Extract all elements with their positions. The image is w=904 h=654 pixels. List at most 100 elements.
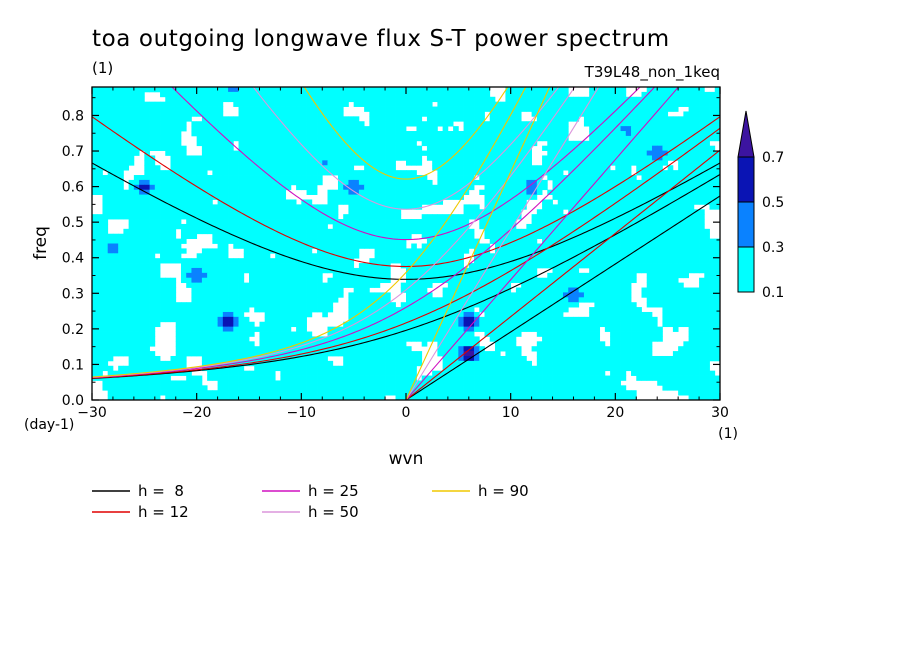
contour-cell: [489, 272, 496, 279]
contour-cell: [233, 282, 239, 288]
contour-cell: [301, 302, 307, 308]
contour-cell: [301, 160, 307, 166]
contour-cell: [479, 219, 485, 225]
contour-cell: [285, 253, 292, 259]
contour-cell: [395, 258, 402, 264]
contour-cell: [474, 145, 480, 151]
contour-cell: [641, 106, 648, 112]
contour-cell: [285, 111, 292, 117]
contour-cell: [646, 91, 653, 98]
contour-cell: [421, 297, 428, 303]
contour-cell: [604, 111, 611, 117]
contour-cell: [165, 175, 171, 181]
contour-cell: [552, 91, 559, 98]
contour-cell: [306, 204, 313, 210]
contour-cell: [557, 160, 564, 166]
contour-cell: [379, 253, 386, 259]
contour-cell: [615, 179, 621, 186]
contour-cell: [531, 307, 538, 313]
contour-cell: [154, 292, 161, 298]
contour-cell: [374, 91, 381, 98]
contour-cell: [526, 272, 532, 279]
contour-cell: [447, 238, 454, 244]
contour-cell: [620, 140, 627, 147]
contour-cell: [144, 219, 150, 225]
contour-cell: [458, 96, 464, 103]
contour-cell: [453, 292, 459, 298]
contour-cell: [646, 135, 653, 142]
contour-cell: [678, 116, 684, 122]
contour-cell: [217, 267, 224, 274]
contour-cell: [311, 287, 318, 293]
contour-cell: [285, 126, 292, 132]
contour-cell: [510, 140, 517, 147]
contour-cell: [170, 297, 177, 303]
contour-cell: [311, 258, 318, 264]
contour-cell: [269, 150, 276, 156]
contour-cell: [149, 170, 156, 176]
contour-cell: [667, 272, 674, 279]
contour-cell: [233, 272, 239, 279]
contour-cell: [489, 277, 496, 284]
contour-cell: [515, 160, 522, 166]
contour-cell: [254, 258, 260, 264]
contour-cell: [92, 126, 98, 132]
contour-cell: [406, 131, 412, 137]
contour-cell: [285, 272, 292, 279]
contour-cell: [557, 248, 564, 254]
contour-cell: [494, 277, 501, 284]
contour-cell: [364, 155, 370, 161]
contour-cell: [296, 287, 302, 293]
contour-cell: [296, 204, 302, 210]
contour-cell: [144, 184, 150, 191]
contour-cell: [149, 272, 156, 279]
contour-cell: [144, 263, 150, 269]
contour-cell: [128, 91, 135, 98]
contour-cell: [107, 106, 114, 112]
contour-cell: [191, 194, 198, 200]
contour-cell: [563, 307, 569, 313]
contour-cell: [327, 116, 334, 122]
contour-cell: [615, 165, 621, 171]
contour-cell: [186, 267, 192, 274]
contour-cell: [296, 91, 302, 98]
contour-cell: [416, 258, 423, 264]
contour-cell: [531, 282, 538, 288]
contour-cell: [693, 145, 700, 151]
contour-cell: [390, 184, 396, 191]
contour-cell: [212, 228, 218, 235]
contour-cell: [594, 307, 601, 313]
contour-cell: [306, 184, 313, 191]
contour-cell: [625, 228, 632, 235]
contour-cell: [196, 282, 203, 288]
contour-cell: [463, 155, 470, 161]
contour-cell: [442, 155, 449, 161]
contour-cell: [468, 145, 475, 151]
contour-cell: [317, 297, 323, 303]
contour-cell: [484, 126, 491, 132]
contour-cell: [636, 258, 642, 264]
contour-cell: [139, 204, 145, 210]
contour-cell: [411, 277, 417, 284]
contour-cell: [275, 121, 281, 127]
contour-cell: [259, 165, 266, 171]
contour-cell: [667, 238, 674, 244]
contour-cell: [437, 253, 444, 259]
contour-cell: [107, 126, 114, 132]
contour-cell: [421, 131, 428, 137]
contour-cell: [521, 228, 527, 235]
contour-cell: [631, 258, 637, 264]
contour-cell: [651, 287, 658, 293]
contour-cell: [468, 307, 475, 313]
contour-cell: [385, 135, 391, 142]
contour-cell: [128, 302, 135, 308]
contour-cell: [128, 297, 135, 303]
contour-cell: [212, 297, 218, 303]
contour-cell: [636, 184, 642, 191]
contour-cell: [709, 155, 716, 161]
contour-cell: [118, 209, 124, 215]
contour-cell: [311, 140, 318, 147]
contour-cell: [97, 282, 103, 288]
contour-cell: [102, 272, 109, 279]
contour-cell: [693, 106, 700, 112]
